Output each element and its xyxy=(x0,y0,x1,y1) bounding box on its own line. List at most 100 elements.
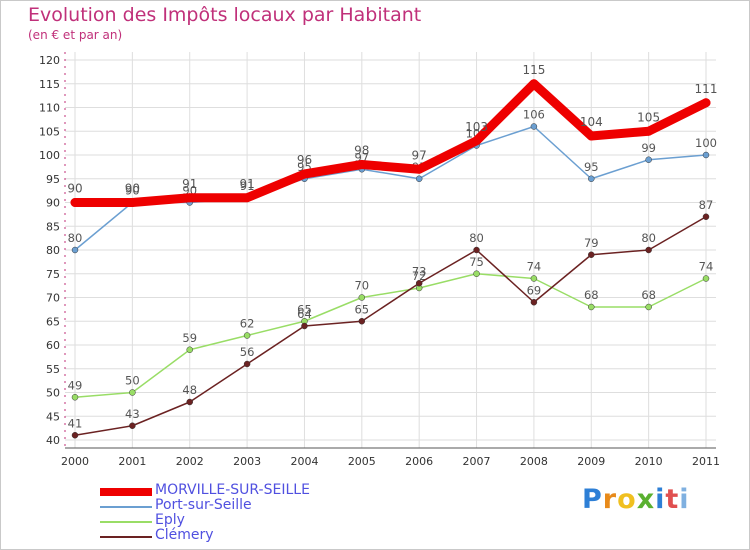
data-point xyxy=(472,136,482,146)
data-label: 69 xyxy=(527,283,542,297)
x-tick-label: 2004 xyxy=(290,455,318,468)
data-point xyxy=(358,294,366,301)
data-point xyxy=(129,422,136,429)
x-tick-label: 2000 xyxy=(61,455,89,468)
data-point xyxy=(71,394,79,401)
data-label: 106 xyxy=(523,108,545,122)
data-point xyxy=(129,389,136,396)
data-point xyxy=(702,275,710,282)
data-point xyxy=(645,303,652,311)
data-label: 103 xyxy=(465,120,488,134)
y-tick-label: 105 xyxy=(39,125,60,138)
y-tick-label: 115 xyxy=(39,78,60,91)
data-point xyxy=(702,213,710,220)
data-point xyxy=(645,246,652,254)
data-label: 74 xyxy=(527,260,542,274)
data-point xyxy=(357,160,367,169)
data-point xyxy=(588,175,595,182)
logo-letter: r xyxy=(602,484,618,515)
data-label: 68 xyxy=(584,288,599,302)
legend-swatch xyxy=(100,536,152,538)
y-tick-label: 120 xyxy=(39,54,60,67)
data-label: 96 xyxy=(297,153,312,167)
data-label: 48 xyxy=(182,383,197,397)
data-point xyxy=(185,193,195,203)
x-tick-label: 2009 xyxy=(577,455,605,468)
x-tick-label: 2006 xyxy=(405,455,433,468)
series-line-eply xyxy=(74,273,707,398)
data-point xyxy=(414,164,424,174)
logo-letter: t xyxy=(665,484,680,515)
data-label: 80 xyxy=(68,231,83,245)
data-point xyxy=(243,332,251,339)
data-label: 95 xyxy=(584,160,599,174)
data-point xyxy=(71,246,79,254)
series-line-port-sur-seille xyxy=(74,125,707,251)
data-point xyxy=(301,322,308,330)
x-tick-label: 2005 xyxy=(348,455,376,468)
legend-label: Port-sur-Seille xyxy=(155,497,252,513)
x-tick-label: 2002 xyxy=(176,455,204,468)
data-point xyxy=(473,246,480,254)
y-tick-label: 70 xyxy=(46,292,60,305)
data-label: 65 xyxy=(297,302,312,316)
legend-item: Port-sur-Seille xyxy=(100,497,420,514)
x-tick-label: 2003 xyxy=(233,455,261,468)
data-point xyxy=(186,346,193,353)
proxiti-logo: Proxiti xyxy=(582,484,690,515)
y-tick-label: 85 xyxy=(46,220,60,233)
x-tick-label: 2010 xyxy=(635,455,663,468)
data-point xyxy=(358,318,366,325)
data-label: 90 xyxy=(67,182,82,196)
y-tick-label: 65 xyxy=(46,315,60,328)
legend-label: MORVILLE-SUR-SEILLE xyxy=(155,482,310,498)
data-point xyxy=(71,432,79,439)
data-point xyxy=(242,193,252,203)
data-point xyxy=(644,126,654,136)
data-label: 74 xyxy=(699,260,714,274)
logo-letter: o xyxy=(617,484,637,515)
legend-item: Clémery xyxy=(100,527,420,544)
data-point xyxy=(586,131,596,141)
data-label: 43 xyxy=(125,407,140,421)
y-tick-label: 100 xyxy=(39,149,60,162)
data-point xyxy=(473,270,480,277)
data-label: 104 xyxy=(580,115,603,129)
data-label: 50 xyxy=(125,374,140,388)
data-point xyxy=(299,169,309,179)
data-point xyxy=(415,280,423,287)
data-label: 105 xyxy=(637,110,660,124)
data-point xyxy=(186,398,193,406)
data-label: 56 xyxy=(240,345,255,359)
data-label: 65 xyxy=(354,302,369,316)
data-label: 73 xyxy=(412,264,427,278)
data-point xyxy=(415,175,423,182)
data-label: 90 xyxy=(125,182,140,196)
y-tick-label: 95 xyxy=(46,173,60,186)
data-point xyxy=(243,360,251,368)
data-label: 70 xyxy=(354,279,369,293)
legend-label: Eply xyxy=(155,512,185,528)
y-tick-label: 50 xyxy=(46,387,60,400)
x-tick-label: 2007 xyxy=(463,455,491,468)
data-point xyxy=(127,198,137,207)
legend: MORVILLE-SUR-SEILLE Port-sur-Seille Eply Cl… xyxy=(100,482,420,544)
data-point xyxy=(529,79,539,89)
data-point xyxy=(701,98,711,108)
logo-letter: i xyxy=(679,484,690,515)
data-point xyxy=(70,198,80,207)
data-label: 97 xyxy=(412,148,427,162)
legend-label: Clémery xyxy=(155,527,214,543)
legend-item: MORVILLE-SUR-SEILLE xyxy=(100,482,420,499)
legend-swatch xyxy=(100,488,152,496)
data-label: 91 xyxy=(239,177,254,191)
y-tick-label: 80 xyxy=(46,244,60,257)
data-label: 100 xyxy=(695,136,717,150)
data-label: 64 xyxy=(297,307,312,321)
data-label: 98 xyxy=(354,144,369,158)
logo-letter: x xyxy=(636,484,656,515)
series-line-cl-mery xyxy=(74,216,707,436)
series-line-morville-sur-seille xyxy=(70,79,711,207)
data-label: 111 xyxy=(695,82,718,96)
